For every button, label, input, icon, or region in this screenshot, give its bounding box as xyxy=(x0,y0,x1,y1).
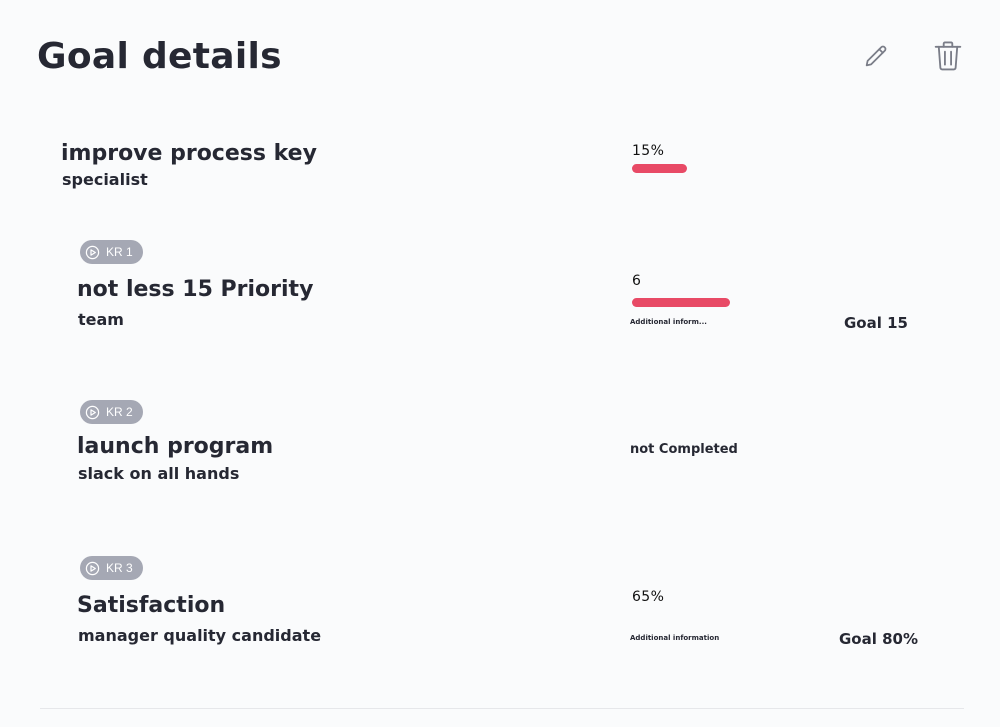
kr-badge: KR 2 xyxy=(80,400,143,424)
kr-progress-value: 6 xyxy=(632,273,642,289)
kr-progress-bar xyxy=(632,298,730,307)
play-circle-icon xyxy=(85,561,100,576)
page-title: Goal details xyxy=(37,36,282,77)
kr-title: launch program xyxy=(77,434,274,459)
goal-target: Goal 80% xyxy=(839,630,919,648)
kr-badge: KR 1 xyxy=(80,240,143,264)
bottom-divider xyxy=(40,708,964,709)
kr-title: Satisfaction xyxy=(77,593,226,618)
kr-badge-label: KR 3 xyxy=(106,561,133,575)
additional-info: Additional inform... xyxy=(630,318,707,326)
objective-progress-bar xyxy=(632,164,687,173)
play-circle-icon xyxy=(85,245,100,260)
edit-button[interactable] xyxy=(859,38,893,74)
kr-subtitle: manager quality candidate xyxy=(78,626,322,645)
trash-icon xyxy=(934,41,962,71)
kr-badge-label: KR 2 xyxy=(106,405,133,419)
objective-title: improve process key xyxy=(61,141,317,166)
pencil-icon xyxy=(865,45,887,67)
kr-progress-value: 65% xyxy=(632,589,665,605)
kr-subtitle: team xyxy=(78,310,124,329)
kr-badge-label: KR 1 xyxy=(106,245,133,259)
delete-button[interactable] xyxy=(931,38,965,74)
objective-progress-value: 15% xyxy=(632,143,665,159)
kr-badge: KR 3 xyxy=(80,556,143,580)
play-circle-icon xyxy=(85,405,100,420)
additional-info: Additional information xyxy=(630,634,720,642)
kr-status: not Completed xyxy=(630,442,738,457)
objective-subtitle: specialist xyxy=(62,170,148,189)
goal-target: Goal 15 xyxy=(844,314,908,332)
kr-title: not less 15 Priority xyxy=(77,277,314,302)
kr-subtitle: slack on all hands xyxy=(78,464,240,483)
